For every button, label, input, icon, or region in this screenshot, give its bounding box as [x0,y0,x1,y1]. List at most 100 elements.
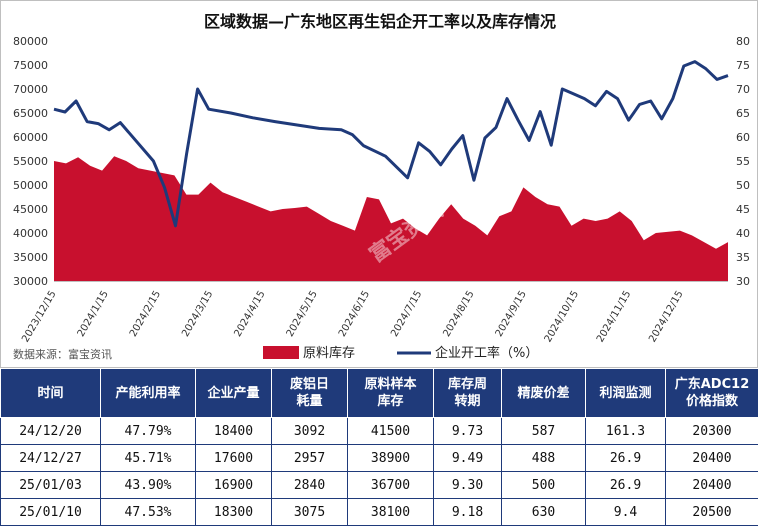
table-cell: 36700 [348,472,434,499]
table-cell: 3075 [272,499,348,526]
x-tick-label: 2024/4/15 [232,289,267,339]
x-tick-label: 2024/3/15 [180,289,215,339]
table-header-cell: 时间 [1,369,101,418]
x-tick-label: 2023/12/15 [20,289,58,344]
table-header-cell: 产能利用率 [101,369,196,418]
x-tick-label: 2024/12/15 [647,289,685,344]
table-cell: 41500 [348,418,434,445]
table-cell: 9.4 [586,499,666,526]
table-cell: 16900 [196,472,272,499]
legend-swatch-inventory [263,346,299,359]
source-note: 数据来源：富宝资讯 [13,347,112,361]
table-header-cell: 废铝日耗量 [272,369,348,418]
legend-label-inventory: 原料库存 [303,345,355,361]
table-header-text: 废铝日 [274,376,345,393]
table-cell: 20300 [666,418,758,445]
table-header-cell: 库存周转期 [434,369,502,418]
y-left-tick-label: 45000 [13,203,48,216]
table-cell: 17600 [196,445,272,472]
x-tick-label: 2024/10/15 [543,289,581,344]
table-cell: 500 [502,472,586,499]
table-header-text: 耗量 [274,393,345,410]
y-left-tick-label: 75000 [13,59,48,72]
y-left-tick-label: 80000 [13,35,48,48]
table-header-text: 库存 [350,393,431,410]
table-header-cell: 精废价差 [502,369,586,418]
y-left-tick-label: 65000 [13,107,48,120]
y-right-tick-label: 75 [736,59,750,72]
x-tick-label: 2024/2/15 [128,289,163,339]
x-tick-label: 2024/7/15 [389,289,424,339]
y-left-tick-label: 35000 [13,251,48,264]
table-cell: 20400 [666,472,758,499]
x-tick-label: 2024/9/15 [494,289,529,339]
y-right-tick-label: 50 [736,179,750,192]
y-left-tick-label: 55000 [13,155,48,168]
table-header-text: 转期 [436,393,499,410]
legend-label-utilization: 企业开工率（%） [435,345,538,361]
y-right-tick-label: 30 [736,275,750,288]
x-tick-label: 2024/8/15 [441,289,476,339]
table-header-text: 广东ADC12 [668,376,756,393]
table-cell: 43.90% [101,472,196,499]
table-header-text: 利润监测 [588,385,663,402]
y-left-tick-label: 50000 [13,179,48,192]
table-header-cell: 企业产量 [196,369,272,418]
table-cell: 24/12/20 [1,418,101,445]
y-right-tick-label: 40 [736,227,750,240]
x-tick-label: 2024/1/15 [76,289,111,339]
table-cell: 25/01/10 [1,499,101,526]
y-right-tick-label: 45 [736,203,750,216]
table-header-text: 精废价差 [504,385,583,402]
table-cell: 9.73 [434,418,502,445]
table-cell: 26.9 [586,445,666,472]
table-header-cell: 利润监测 [586,369,666,418]
table-cell: 25/01/03 [1,472,101,499]
table-header-row: 时间产能利用率企业产量废铝日耗量原料样本库存库存周转期精废价差利润监测广东ADC… [1,369,758,418]
table-cell: 38900 [348,445,434,472]
chart-title: 区域数据—广东地区再生铝企开工率以及库存情况 [204,12,556,31]
table-cell: 9.18 [434,499,502,526]
table-cell: 18400 [196,418,272,445]
table-cell: 161.3 [586,418,666,445]
table-header-text: 产能利用率 [103,385,193,402]
table-cell: 2957 [272,445,348,472]
table-cell: 18300 [196,499,272,526]
y-left-tick-label: 60000 [13,131,48,144]
y-right-tick-label: 70 [736,83,750,96]
table-header-text: 原料样本 [350,376,431,393]
table-header-cell: 原料样本库存 [348,369,434,418]
table-cell: 20400 [666,445,758,472]
table-header-text: 时间 [3,385,98,402]
y-left-tick-label: 30000 [13,275,48,288]
table-header-text: 企业产量 [198,385,269,402]
table-cell: 38100 [348,499,434,526]
x-tick-label: 2024/6/15 [337,289,372,339]
y-right-tick-label: 80 [736,35,750,48]
table-cell: 47.53% [101,499,196,526]
table-header-text: 库存周 [436,376,499,393]
data-table: 时间产能利用率企业产量废铝日耗量原料样本库存库存周转期精废价差利润监测广东ADC… [0,368,758,526]
table-cell: 3092 [272,418,348,445]
table-cell: 587 [502,418,586,445]
table-cell: 20500 [666,499,758,526]
table-cell: 26.9 [586,472,666,499]
table-header-text: 价格指数 [668,393,756,410]
table-cell: 45.71% [101,445,196,472]
table-cell: 2840 [272,472,348,499]
table-cell: 47.79% [101,418,196,445]
x-tick-label: 2024/5/15 [285,289,320,339]
y-right-tick-label: 35 [736,251,750,264]
y-right-tick-label: 65 [736,107,750,120]
x-tick-label: 2024/11/15 [595,289,633,344]
y-left-tick-label: 40000 [13,227,48,240]
table-cell: 9.49 [434,445,502,472]
table-cell: 9.30 [434,472,502,499]
chart-panel: 区域数据—广东地区再生铝企开工率以及库存情况 30000 35000 40000 450… [0,0,758,368]
